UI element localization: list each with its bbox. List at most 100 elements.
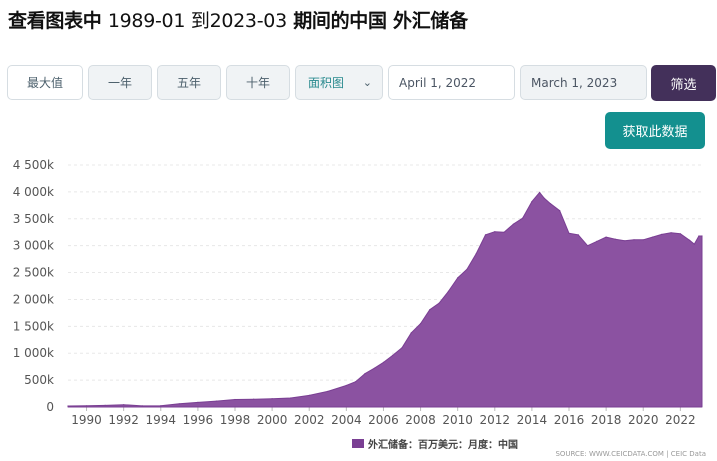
data-point bbox=[327, 390, 329, 392]
data-point bbox=[104, 404, 106, 406]
x-axis-ticks: 1990 1992 1994 1996 1998 2000 2002 2004 2006 2008… bbox=[71, 407, 696, 427]
data-point bbox=[178, 403, 180, 405]
series-points bbox=[67, 191, 703, 407]
data-point bbox=[271, 398, 273, 400]
x-tick-label: 2010 bbox=[442, 413, 473, 427]
chevron-down-icon: ⌄ bbox=[362, 76, 372, 89]
title-date-range: 1989-01 到2023-03 bbox=[107, 10, 287, 32]
data-point bbox=[661, 233, 663, 235]
range-max-button[interactable]: 最大值 bbox=[7, 65, 83, 100]
data-point bbox=[308, 394, 310, 396]
data-point bbox=[438, 302, 440, 304]
data-point bbox=[503, 231, 505, 233]
range-10y-button[interactable]: 十年 bbox=[226, 65, 290, 100]
x-tick-label: 2000 bbox=[257, 413, 288, 427]
x-tick-label: 2012 bbox=[480, 413, 511, 427]
end-date-value: March 1, 2023 bbox=[531, 75, 618, 90]
data-point bbox=[447, 290, 449, 292]
start-date-input[interactable]: April 1, 2022 bbox=[388, 65, 515, 100]
title-suffix: 期间的中国 外汇储备 bbox=[293, 10, 468, 32]
chart-type-value: 面积图 bbox=[308, 76, 345, 90]
get-data-button-label: 获取此数据 bbox=[622, 125, 688, 140]
data-point bbox=[494, 231, 496, 233]
data-point bbox=[197, 401, 199, 403]
x-tick-label: 2008 bbox=[405, 413, 436, 427]
data-point bbox=[679, 233, 682, 235]
get-data-button[interactable]: 获取此数据 bbox=[605, 112, 705, 149]
data-point bbox=[670, 232, 672, 234]
x-tick-label: 2002 bbox=[294, 413, 325, 427]
y-tick-label: 3 500k bbox=[13, 212, 54, 226]
data-point bbox=[596, 240, 598, 242]
data-point bbox=[633, 239, 635, 241]
data-point bbox=[466, 268, 468, 270]
data-point bbox=[531, 201, 533, 203]
data-point bbox=[364, 373, 366, 375]
x-tick-label: 1994 bbox=[146, 413, 177, 427]
data-point bbox=[484, 234, 487, 236]
range-1y-button[interactable]: 一年 bbox=[88, 65, 152, 100]
x-tick-label: 2018 bbox=[591, 413, 622, 427]
data-point bbox=[290, 397, 292, 399]
chart-type-select[interactable]: 面积图 ⌄ bbox=[295, 65, 383, 100]
data-point bbox=[457, 277, 459, 279]
data-point bbox=[253, 398, 255, 400]
data-point bbox=[559, 210, 561, 212]
data-point bbox=[234, 398, 236, 401]
x-tick-label: 2016 bbox=[554, 413, 585, 427]
data-point bbox=[429, 309, 431, 311]
range-10y-label: 十年 bbox=[245, 76, 270, 90]
y-tick-label: 500k bbox=[24, 373, 54, 387]
reserves-area-chart: 0 500k 1 000k 1 500k 2 000k 2 500k 3 000k 3 500… bbox=[13, 158, 706, 458]
data-point bbox=[373, 367, 375, 369]
series-area bbox=[67, 191, 703, 408]
filter-button[interactable]: 筛选 bbox=[651, 65, 716, 101]
x-tick-label: 1990 bbox=[71, 413, 102, 427]
data-point bbox=[689, 239, 691, 241]
end-date-input[interactable]: March 1, 2023 bbox=[520, 65, 647, 100]
data-point bbox=[522, 217, 524, 219]
range-5y-button[interactable]: 五年 bbox=[157, 65, 221, 100]
data-point bbox=[693, 243, 695, 245]
range-5y-label: 五年 bbox=[176, 76, 201, 90]
y-tick-label: 1 500k bbox=[13, 319, 54, 333]
y-axis-ticks: 0 500k 1 000k 1 500k 2 000k 2 500k 3 000k 3 500… bbox=[13, 158, 54, 414]
x-tick-label: 2022 bbox=[665, 413, 696, 427]
y-tick-label: 1 000k bbox=[13, 346, 54, 360]
data-point bbox=[345, 384, 347, 387]
data-point bbox=[698, 235, 700, 237]
page-title: 查看图表中 1989-01 到2023-03 期间的中国 外汇储备 bbox=[8, 6, 468, 33]
y-tick-label: 4 500k bbox=[13, 158, 54, 172]
data-point bbox=[382, 361, 385, 363]
data-point bbox=[651, 236, 654, 238]
data-point bbox=[67, 405, 69, 407]
legend: 外汇储备：百万美元：月度：中国 bbox=[352, 438, 518, 451]
title-prefix: 查看图表中 bbox=[8, 10, 102, 32]
range-1y-label: 一年 bbox=[107, 76, 132, 90]
data-point bbox=[539, 191, 541, 193]
x-tick-label: 1996 bbox=[183, 413, 214, 427]
data-point bbox=[160, 405, 162, 407]
source-credit: SOURCE: WWW.CEICDATA.COM | CEIC Data bbox=[555, 450, 706, 458]
x-tick-label: 2014 bbox=[517, 413, 548, 427]
y-tick-label: 0 bbox=[46, 400, 54, 414]
legend-swatch bbox=[352, 439, 364, 448]
data-point bbox=[624, 240, 626, 242]
x-tick-label: 1992 bbox=[108, 413, 139, 427]
data-point bbox=[543, 197, 545, 199]
data-point bbox=[605, 236, 607, 238]
filter-button-label: 筛选 bbox=[670, 77, 697, 93]
legend-label: 外汇储备：百万美元：月度：中国 bbox=[367, 438, 518, 451]
data-point bbox=[401, 347, 403, 349]
data-point bbox=[355, 381, 357, 383]
range-max-label: 最大值 bbox=[26, 76, 63, 90]
data-point bbox=[577, 234, 579, 236]
data-point bbox=[392, 354, 394, 356]
start-date-value: April 1, 2022 bbox=[399, 75, 477, 90]
data-point bbox=[587, 245, 589, 247]
data-point bbox=[475, 253, 477, 255]
y-tick-label: 4 000k bbox=[13, 185, 54, 199]
y-tick-label: 3 000k bbox=[13, 239, 54, 253]
data-point bbox=[642, 239, 644, 241]
data-point bbox=[701, 235, 703, 237]
